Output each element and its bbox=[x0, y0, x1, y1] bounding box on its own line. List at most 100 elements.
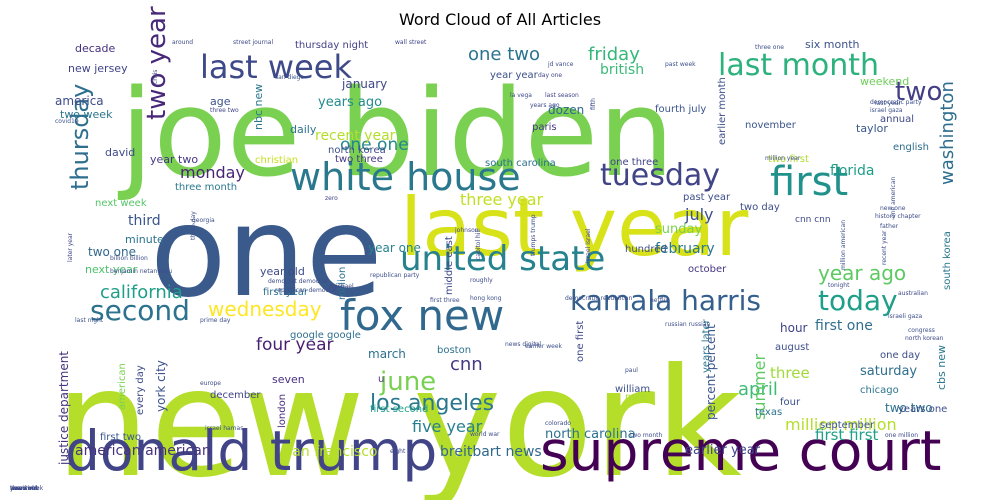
word-street-journal: street journal bbox=[233, 39, 273, 46]
word-three: three bbox=[770, 364, 810, 382]
word-next-week: next week bbox=[95, 198, 147, 209]
word-justice-department: justice department bbox=[57, 351, 71, 466]
word-google-google: google google bbox=[290, 330, 361, 341]
word-american: american bbox=[117, 363, 128, 410]
word-north-carolina: north carolina bbox=[545, 427, 636, 442]
word-middle-east: middle east bbox=[444, 236, 455, 295]
word-hour: hour bbox=[780, 321, 808, 335]
word-war-ii: war ii bbox=[10, 485, 27, 492]
word-prime-day: prime day bbox=[200, 317, 231, 324]
word-two-first: two first bbox=[768, 154, 809, 165]
word-hundred: hundred bbox=[625, 244, 667, 255]
word-one-three: one three bbox=[610, 157, 658, 168]
word-jd-vance: jd vance bbox=[547, 61, 574, 68]
word-december: december bbox=[210, 390, 261, 401]
word-today: today bbox=[818, 284, 898, 317]
word-news-week: news week bbox=[10, 485, 44, 492]
word-north-korea: north korea bbox=[328, 145, 386, 156]
word-two-year: two year bbox=[142, 6, 172, 120]
word-america: america bbox=[55, 94, 104, 108]
word-new-jersey: new jersey bbox=[68, 62, 128, 75]
word-monday: monday bbox=[180, 163, 245, 182]
word-london: london bbox=[277, 394, 288, 428]
word-democrat-democrat: democrat democrat bbox=[268, 278, 328, 285]
word-south-korea: south korea bbox=[942, 231, 953, 290]
word-first-year: first year bbox=[263, 287, 309, 298]
word-united-state: united state bbox=[400, 239, 605, 279]
word-thursday-night: thursday night bbox=[295, 40, 368, 51]
word-york-city: york city bbox=[154, 360, 168, 412]
word-last-season: last season bbox=[545, 92, 579, 99]
word-years-later: years later bbox=[701, 318, 712, 373]
word-age: age bbox=[210, 95, 231, 108]
word-father: father bbox=[880, 223, 899, 230]
word-recent-year: recent year bbox=[315, 128, 396, 144]
word-tonight: tonight bbox=[828, 282, 850, 289]
word-million-year: million year bbox=[765, 155, 801, 162]
word-three-year: three year bbox=[460, 190, 544, 209]
word-decade: decade bbox=[75, 42, 116, 55]
word-million: million bbox=[337, 267, 348, 300]
word-capitol-hill: capitol hill bbox=[475, 229, 482, 260]
word-kamala-harris: kamala harris bbox=[570, 284, 761, 317]
word-second: second bbox=[90, 294, 190, 327]
word-earlier-week: earlier week bbox=[525, 343, 563, 350]
word-israel-israel: israel israel bbox=[585, 228, 592, 263]
word-florida: florida bbox=[830, 163, 875, 179]
word-israel-hamas: israel hamas bbox=[205, 425, 243, 432]
word-three-two: three two bbox=[210, 107, 239, 114]
word-earlier-month: earlier month bbox=[717, 77, 728, 145]
word-three-one: three one bbox=[10, 485, 39, 492]
word-la-vega: la vega bbox=[510, 92, 532, 99]
word-zero: zero bbox=[325, 195, 338, 202]
word-wall-street: wall street bbox=[395, 39, 427, 46]
word-democratic-party: democratic party bbox=[870, 99, 922, 106]
word-fifth: fifth bbox=[590, 98, 597, 110]
word-summer: summer bbox=[750, 354, 769, 420]
word-paul: paul bbox=[625, 367, 638, 374]
word-world-war: world war bbox=[470, 431, 500, 438]
word-christian: christian bbox=[255, 155, 298, 166]
word-europe: europe bbox=[200, 380, 221, 387]
word-year-year: year year bbox=[490, 70, 539, 81]
word-later-year: later year bbox=[67, 232, 74, 262]
word-one-first: one first bbox=[575, 321, 586, 362]
word-cnn-cnn: cnn cnn bbox=[795, 215, 831, 225]
word-first-one: first one bbox=[815, 318, 873, 334]
word-last-week: last week bbox=[200, 48, 352, 86]
word-earlier-year: earlier year bbox=[685, 443, 761, 458]
word-hong-kong: hong kong bbox=[470, 295, 502, 302]
word-texas: texas bbox=[755, 407, 782, 418]
word-five-year: five year bbox=[412, 417, 483, 436]
word-years-ago: years ago bbox=[318, 95, 382, 110]
word-cnn: cnn bbox=[450, 354, 483, 375]
word-australian: australian bbox=[898, 290, 928, 297]
word-democratic-republican: democratic republican bbox=[565, 295, 632, 302]
word-william: william bbox=[615, 384, 650, 395]
word-first-three: first three bbox=[430, 297, 460, 304]
word-friday: friday bbox=[588, 44, 640, 65]
word-chicago: chicago bbox=[860, 385, 899, 396]
word-three-day: three day bbox=[190, 211, 197, 240]
word-british: british bbox=[600, 62, 644, 78]
word-two-week: two week bbox=[10, 485, 39, 492]
word-percent-percent: percent percent bbox=[704, 324, 718, 420]
word-million-american: million american bbox=[840, 220, 847, 270]
word-english: english bbox=[893, 142, 929, 153]
word-seven: seven bbox=[272, 373, 305, 386]
word-roughly: roughly bbox=[470, 277, 493, 284]
word-march: march bbox=[368, 347, 406, 361]
word-joe-biden: joe biden bbox=[117, 65, 674, 204]
word-nbc-new: nbc new bbox=[252, 84, 265, 130]
word-fox-new: fox new bbox=[340, 291, 504, 340]
word-congress: congress bbox=[908, 327, 935, 334]
word-mile: mile bbox=[625, 392, 646, 403]
word-years-ago: years ago bbox=[530, 102, 560, 109]
word-cbs-new: cbs new bbox=[935, 345, 948, 390]
word-russian-russian: russian russian bbox=[665, 321, 710, 328]
word-american-american: american american bbox=[75, 443, 211, 459]
word-year-one: year one bbox=[368, 241, 421, 255]
word-white-house: white house bbox=[290, 155, 521, 199]
word-weekend: weekend bbox=[860, 75, 909, 88]
word-boston: boston bbox=[437, 345, 471, 356]
